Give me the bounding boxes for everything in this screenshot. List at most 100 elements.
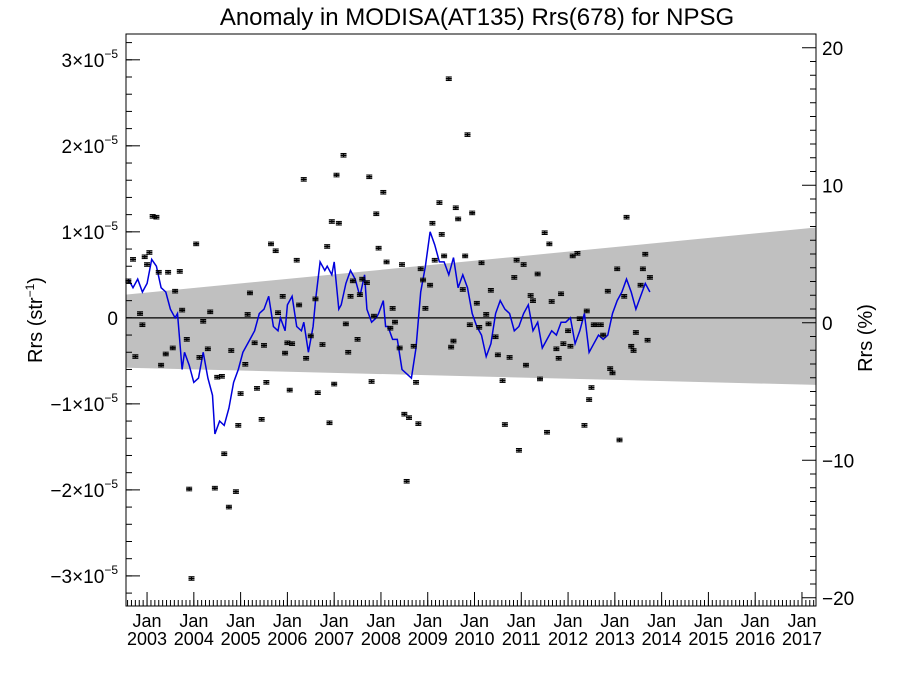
data-point [396,345,403,351]
x-tick-label-year: 2016 [735,629,775,649]
data-point [546,241,553,247]
data-point [403,478,410,484]
data-point [232,489,239,494]
data-point [511,275,518,280]
data-point [422,306,429,311]
data-point [616,437,623,443]
data-point [183,337,190,342]
data-point [597,322,604,328]
data-point [581,423,588,428]
data-point [268,241,275,247]
data-point [349,278,356,284]
data-point [139,322,146,328]
data-point [406,415,413,420]
data-point [413,380,420,385]
y-right-tick-label: 10 [822,176,843,197]
data-point [141,254,148,260]
data-point [469,210,476,216]
x-tick-label-month: Jan [600,611,629,631]
x-tick-label-month: Jan [507,611,536,631]
data-point [415,421,422,426]
data-point [242,361,249,367]
data-point [513,257,520,263]
data-point [289,341,296,346]
x-tick-label-month: Jan [694,611,723,631]
data-point [436,200,443,205]
data-point [146,250,153,255]
data-point [162,351,169,357]
data-point [188,576,195,581]
data-point [576,316,583,322]
data-point [370,313,377,319]
data-point [375,245,382,251]
data-point [473,300,480,306]
x-tick-label-month: Jan [133,611,162,631]
data-point [639,266,646,272]
data-point [466,322,473,328]
data-point [279,294,286,299]
data-point [246,290,253,296]
data-point [286,387,293,393]
running-mean-line [127,231,651,435]
data-point [448,344,455,350]
y-left-tick-label: −1×10−5 [50,391,118,416]
x-tick-label-year: 2004 [174,629,214,649]
data-point [501,422,508,427]
data-point [196,355,203,360]
data-point [553,346,560,352]
data-point [391,319,398,325]
data-point [644,337,651,343]
data-point [485,321,492,327]
data-point [452,205,459,211]
data-point [420,277,427,283]
data-point [438,232,445,237]
data-point [642,251,649,257]
data-point [331,381,338,387]
data-point [356,292,363,297]
data-point [487,288,494,293]
data-point [520,262,527,267]
data-point [541,230,548,235]
data-point [450,338,457,344]
data-point [345,349,352,355]
data-point [368,379,375,384]
data-point [258,417,265,422]
data-point [169,345,176,351]
x-tick-label-month: Jan [554,611,583,631]
data-point [319,342,326,347]
y-left-tick-label: 2×10−5 [62,133,119,158]
data-point [537,376,543,382]
y-left-tick-label: 1×10−5 [62,219,119,244]
x-tick-label-year: 2014 [642,629,682,649]
x-tick-label-year: 2003 [127,629,167,649]
data-point [366,174,373,180]
data-point [417,266,424,272]
data-point [235,423,242,428]
data-point [609,370,616,376]
data-point [574,251,581,256]
data-point [621,294,628,299]
data-point [153,214,160,220]
data-point [176,269,183,274]
x-tick-label-month: Jan [273,611,302,631]
data-point [253,386,260,391]
data-point [431,257,438,263]
data-point [560,341,567,346]
x-tick-label-year: 2007 [314,629,354,649]
x-tick-label-month: Jan [366,611,395,631]
data-point [312,296,319,302]
data-point [646,275,653,280]
data-point [275,310,282,315]
x-tick-label-month: Jan [179,611,208,631]
plot-area [125,76,816,581]
data-point [389,306,396,311]
data-point [628,343,635,349]
data-point [607,366,614,371]
data-point [410,343,417,349]
data-point [324,244,331,249]
data-point [200,318,207,324]
data-point [515,448,522,453]
data-point [522,362,529,368]
data-point [221,451,228,457]
